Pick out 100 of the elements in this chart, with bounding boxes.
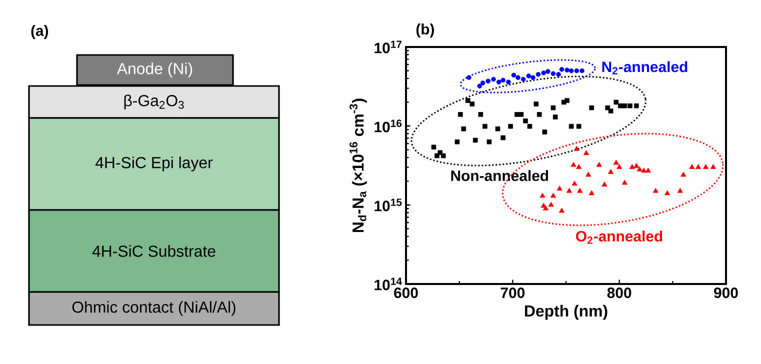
text: Ohmic contact (NiAl/Al) bbox=[72, 301, 236, 316]
point bbox=[465, 98, 470, 103]
point bbox=[518, 112, 524, 117]
point bbox=[530, 75, 536, 80]
point bbox=[440, 153, 446, 158]
point bbox=[564, 68, 570, 72]
point bbox=[526, 74, 532, 78]
point bbox=[568, 124, 574, 129]
point bbox=[622, 103, 628, 108]
point bbox=[695, 164, 702, 169]
point bbox=[574, 68, 580, 74]
x-tick-label: 700 bbox=[500, 288, 525, 298]
y-tick-label: 10$^{15}$ bbox=[374, 198, 402, 212]
point bbox=[574, 146, 580, 151]
point bbox=[677, 188, 683, 193]
series-label: Non-annealed bbox=[451, 170, 548, 182]
point bbox=[558, 208, 565, 213]
x-tick-label: 900 bbox=[714, 288, 738, 298]
point bbox=[586, 172, 592, 177]
point bbox=[608, 169, 614, 174]
point bbox=[491, 76, 496, 82]
point bbox=[511, 72, 516, 78]
point bbox=[580, 68, 584, 74]
point bbox=[629, 164, 635, 169]
point bbox=[664, 190, 670, 196]
point bbox=[550, 71, 556, 76]
point bbox=[570, 162, 576, 167]
point bbox=[636, 166, 642, 172]
point bbox=[536, 72, 541, 77]
point bbox=[556, 72, 561, 77]
point bbox=[552, 114, 558, 120]
point bbox=[466, 75, 472, 80]
point bbox=[486, 139, 492, 144]
point bbox=[431, 144, 436, 150]
point bbox=[534, 102, 539, 106]
legend-label: N$_{2}$-annealed bbox=[602, 61, 688, 74]
point bbox=[516, 75, 520, 80]
point bbox=[645, 168, 651, 173]
point bbox=[583, 150, 590, 156]
series-label: O$_{2}$-annealed bbox=[576, 230, 662, 244]
point bbox=[559, 67, 564, 72]
point bbox=[541, 70, 546, 76]
point bbox=[472, 138, 478, 143]
point bbox=[634, 162, 640, 168]
point bbox=[614, 100, 619, 105]
point bbox=[508, 124, 513, 129]
point bbox=[454, 139, 460, 144]
point bbox=[602, 182, 608, 187]
chart-title: (b) bbox=[416, 24, 434, 38]
point bbox=[556, 186, 562, 191]
text: Anode (Ni) bbox=[116, 62, 192, 78]
y-tick-label: 10$^{17}$ bbox=[374, 40, 402, 54]
x-tick-label: 800 bbox=[607, 288, 632, 298]
text: (a) bbox=[31, 25, 48, 39]
point bbox=[548, 202, 554, 207]
point bbox=[652, 188, 658, 193]
point bbox=[576, 124, 582, 129]
point bbox=[680, 172, 686, 177]
point bbox=[477, 84, 482, 88]
point bbox=[478, 112, 484, 117]
point bbox=[566, 188, 572, 193]
point bbox=[588, 190, 594, 196]
point bbox=[542, 130, 548, 134]
point bbox=[689, 164, 695, 169]
point bbox=[613, 160, 619, 165]
text: 4H-SiC Epi layer bbox=[95, 156, 213, 172]
point bbox=[550, 192, 556, 198]
point bbox=[564, 98, 570, 103]
point bbox=[482, 124, 488, 129]
point bbox=[628, 103, 632, 108]
point bbox=[641, 168, 647, 173]
point bbox=[496, 80, 502, 84]
point bbox=[576, 164, 582, 169]
text: β-Ga$_{2}$O$_{3}$ bbox=[124, 94, 184, 110]
point bbox=[523, 118, 528, 124]
point bbox=[542, 205, 549, 210]
point bbox=[536, 112, 542, 117]
point bbox=[545, 69, 550, 74]
point bbox=[540, 192, 546, 198]
y-tick-label: 10$^{16}$ bbox=[374, 120, 402, 132]
text: 4H-SiC Substrate bbox=[92, 245, 216, 257]
point bbox=[589, 105, 594, 110]
point bbox=[486, 78, 491, 84]
point bbox=[500, 78, 506, 83]
point bbox=[458, 112, 463, 117]
point bbox=[622, 180, 628, 185]
point bbox=[550, 105, 556, 110]
point bbox=[506, 80, 511, 84]
point bbox=[710, 164, 716, 169]
point bbox=[702, 164, 709, 169]
text: N$_{d}$-N$_{a}$ (×10$^{16}$ cm$^{-3}$) bbox=[350, 98, 367, 232]
point bbox=[572, 180, 578, 186]
point bbox=[568, 68, 574, 74]
point bbox=[596, 162, 602, 167]
point bbox=[480, 80, 486, 86]
point bbox=[461, 126, 466, 132]
point bbox=[500, 135, 506, 140]
point bbox=[616, 164, 622, 169]
point bbox=[495, 126, 500, 132]
point bbox=[634, 103, 639, 108]
